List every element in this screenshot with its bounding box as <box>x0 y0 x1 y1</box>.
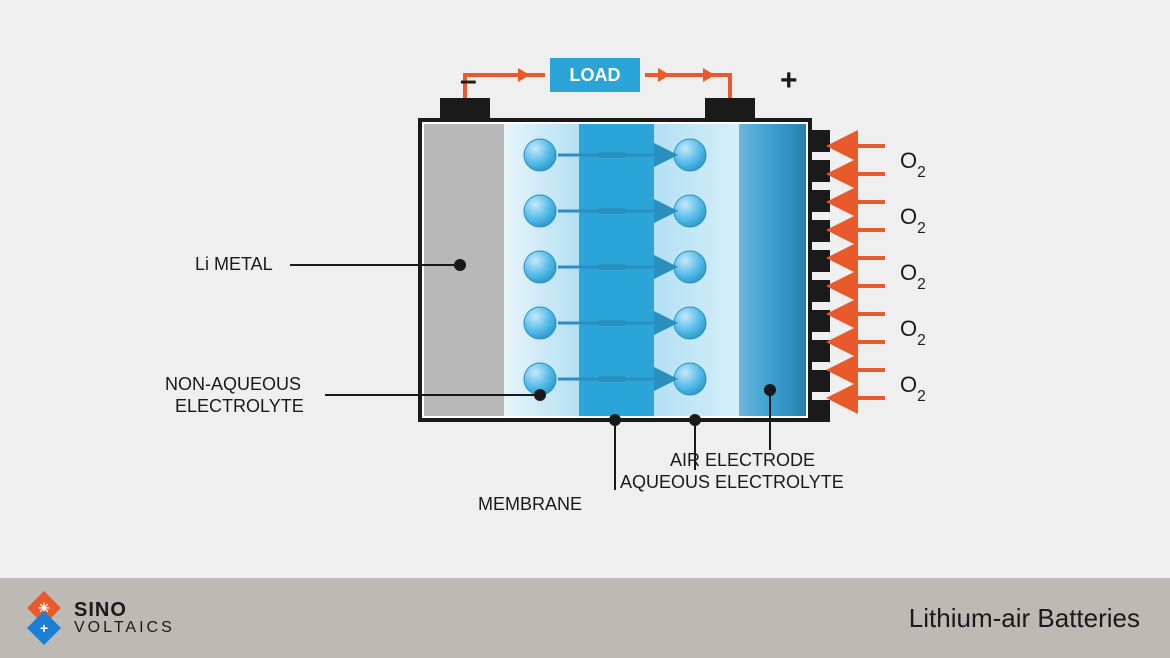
o2-label: O2 <box>900 372 926 405</box>
battery-terminal <box>705 98 755 120</box>
logo-diamond-plus-icon: + <box>27 611 61 645</box>
ion-left <box>524 195 556 227</box>
battery-terminal <box>440 98 490 120</box>
label-text: ELECTROLYTE <box>175 396 304 416</box>
cathode-fin <box>810 340 830 362</box>
ion-left <box>524 139 556 171</box>
ion-right <box>674 307 706 339</box>
load-label: LOAD <box>570 65 621 85</box>
logo-line2: VOLTAICS <box>74 620 175 636</box>
cathode-fin <box>810 250 830 272</box>
load-arrow-icon <box>518 68 530 82</box>
ion-right <box>674 363 706 395</box>
label-text: AIR ELECTRODE <box>670 450 815 470</box>
cathode-fin <box>810 310 830 332</box>
o2-label: O2 <box>900 260 926 293</box>
membrane-dash <box>598 152 626 158</box>
cathode-fin <box>810 220 830 242</box>
diagram-svg: LOAD – + O2 O2 O2 O2 O2 Li METAL NON-AQUEOUSELECT… <box>130 20 1050 560</box>
cathode-fin <box>810 280 830 302</box>
o2-label: O2 <box>900 204 926 237</box>
label-text: NON-AQUEOUS <box>165 374 301 394</box>
membrane-dash <box>598 208 626 214</box>
label-text: Li METAL <box>195 254 273 274</box>
label-dot <box>609 414 621 426</box>
cathode-fin <box>810 130 830 152</box>
label-text: MEMBRANE <box>478 494 582 514</box>
ion-left <box>524 251 556 283</box>
label-dot <box>454 259 466 271</box>
cathode-fin <box>810 400 830 422</box>
ion-right <box>674 195 706 227</box>
logo-icon: ☀ + <box>20 594 68 642</box>
load-arrow-icon <box>658 68 670 82</box>
membrane-dash <box>598 264 626 270</box>
ion-right <box>674 251 706 283</box>
membrane-dash <box>598 320 626 326</box>
cathode-fin <box>810 370 830 392</box>
membrane-dash <box>598 376 626 382</box>
region-li-metal <box>424 124 504 416</box>
footer-bar: ☀ + SINO VOLTAICS Lithium-air Batteries <box>0 578 1170 658</box>
o2-label: O2 <box>900 316 926 349</box>
logo-text: SINO VOLTAICS <box>74 600 175 636</box>
ion-right <box>674 139 706 171</box>
page-title: Lithium-air Batteries <box>909 603 1140 634</box>
neg-sign: – <box>460 64 477 97</box>
page-root: LOAD – + O2 O2 O2 O2 O2 Li METAL NON-AQUEOUSELECT… <box>0 0 1170 658</box>
pos-sign: + <box>780 64 798 97</box>
label-text: AQUEOUS ELECTROLYTE <box>620 472 844 492</box>
cathode-fin <box>810 160 830 182</box>
region-air-electrode <box>739 124 806 416</box>
label-dot <box>534 389 546 401</box>
load-arrow-icon <box>703 68 715 82</box>
brand-logo: ☀ + SINO VOLTAICS <box>20 594 175 642</box>
o2-label: O2 <box>900 148 926 181</box>
label-dot <box>764 384 776 396</box>
logo-line1: SINO <box>74 600 175 620</box>
label-dot <box>689 414 701 426</box>
ion-left <box>524 307 556 339</box>
diagram-canvas: LOAD – + O2 O2 O2 O2 O2 Li METAL NON-AQUEOUSELECT… <box>130 20 1050 560</box>
cathode-fin <box>810 190 830 212</box>
